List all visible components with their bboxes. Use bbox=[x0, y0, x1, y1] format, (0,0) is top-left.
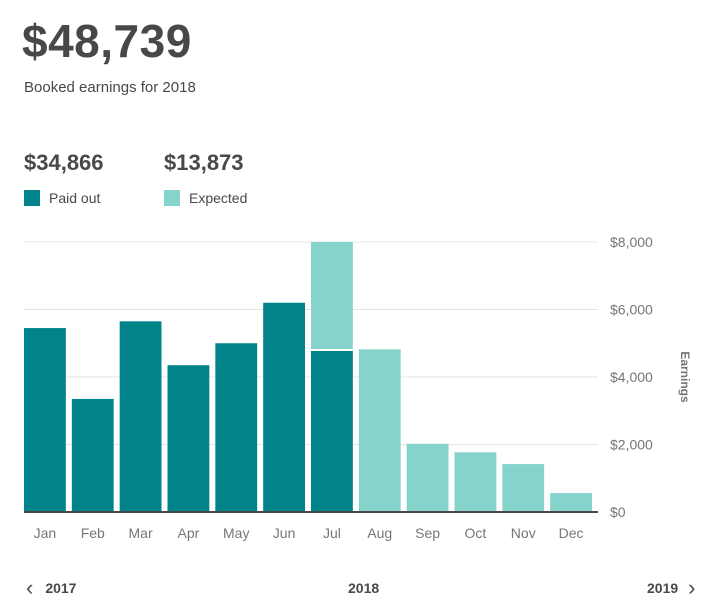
x-tick-label: Jul bbox=[323, 525, 341, 541]
x-tick-label: Jun bbox=[273, 525, 296, 541]
bar-dec-expected bbox=[550, 493, 592, 512]
bar-jul-expected bbox=[311, 242, 353, 350]
x-tick-label: May bbox=[223, 525, 249, 541]
y-tick-label: $4,000 bbox=[610, 369, 653, 385]
prev-year-button[interactable]: ‹ 2017 bbox=[26, 575, 77, 600]
x-tick-label: Oct bbox=[465, 525, 487, 541]
bar-jan-paid-out bbox=[24, 328, 66, 512]
paid-out-amount: $34,866 bbox=[24, 150, 104, 175]
bar-mar-paid-out bbox=[119, 321, 162, 512]
expected-summary: $13,873 Expected bbox=[164, 150, 247, 206]
y-tick-label: $6,000 bbox=[610, 302, 653, 318]
bar-oct-expected bbox=[454, 452, 497, 512]
expected-swatch bbox=[164, 190, 180, 206]
paid-out-label: Paid out bbox=[49, 190, 101, 206]
y-axis-label: Earnings bbox=[678, 351, 692, 403]
chevron-right-icon: › bbox=[688, 575, 696, 600]
bar-nov-expected bbox=[502, 464, 545, 512]
y-tick-label: $2,000 bbox=[610, 437, 653, 453]
paid-out-summary: $34,866 Paid out bbox=[24, 150, 104, 206]
x-tick-label: Mar bbox=[129, 525, 153, 541]
expected-amount: $13,873 bbox=[164, 150, 244, 175]
bar-jul-paid-out bbox=[311, 350, 353, 512]
bar-apr-paid-out bbox=[167, 365, 210, 512]
bar-aug-expected bbox=[358, 349, 401, 512]
current-year-label: 2018 bbox=[348, 580, 380, 596]
expected-label: Expected bbox=[189, 190, 248, 206]
next-year-button[interactable]: 2019 › bbox=[647, 575, 696, 600]
total-earnings: $48,739 bbox=[22, 15, 192, 67]
paid-out-swatch bbox=[24, 190, 40, 206]
total-earnings-subtitle: Booked earnings for 2018 bbox=[24, 79, 196, 96]
x-tick-label: Feb bbox=[81, 525, 105, 541]
expected-legend: Expected bbox=[164, 190, 247, 206]
bar-feb-paid-out bbox=[71, 398, 114, 512]
bar-may-paid-out bbox=[215, 343, 258, 512]
paid-out-legend: Paid out bbox=[24, 190, 104, 206]
y-tick-label: $8,000 bbox=[610, 234, 653, 250]
x-tick-label: Dec bbox=[559, 525, 584, 541]
x-tick-label: Jan bbox=[34, 525, 57, 541]
x-tick-label: Aug bbox=[367, 525, 392, 541]
y-tick-label: $0 bbox=[610, 504, 626, 520]
x-tick-label: Apr bbox=[178, 525, 200, 541]
x-tick-label: Nov bbox=[511, 525, 536, 541]
next-year-label: 2019 bbox=[647, 580, 679, 596]
bar-sep-expected bbox=[406, 443, 449, 512]
prev-year-label: 2017 bbox=[45, 580, 77, 596]
x-tick-label: Sep bbox=[415, 525, 440, 541]
chevron-left-icon: ‹ bbox=[26, 575, 34, 600]
bar-jun-paid-out bbox=[263, 302, 305, 512]
earnings-chart: $0 $2,000 $4,000 $6,000 $8,000 Jan Feb Mar Apr Ma… bbox=[24, 234, 692, 541]
